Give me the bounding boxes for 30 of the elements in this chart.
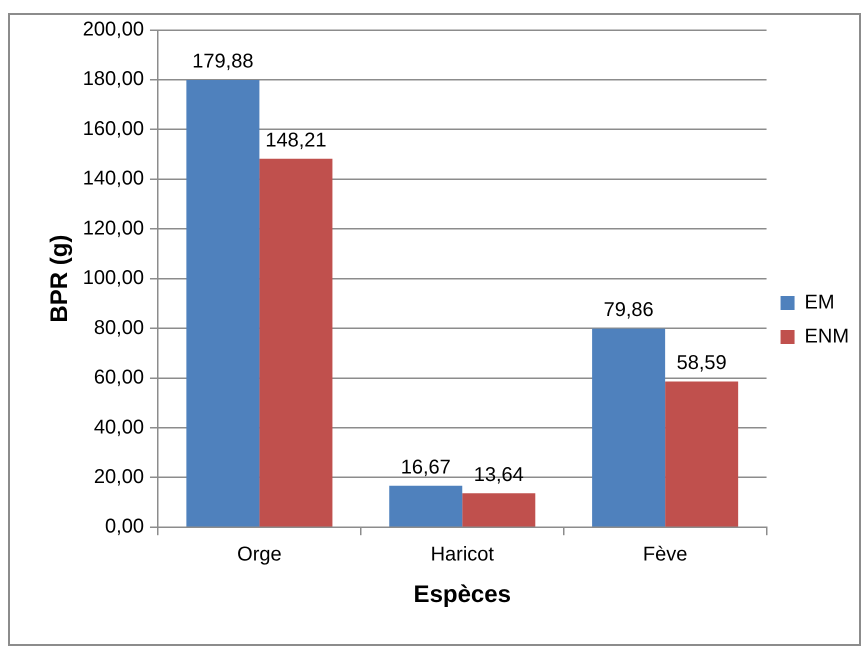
y-tick-label: 160,00 <box>82 118 144 140</box>
y-tick-label: 40,00 <box>94 416 144 438</box>
y-axis-title: BPR (g) <box>46 234 74 323</box>
x-tick-label: Haricot <box>430 544 494 566</box>
bar <box>389 486 462 526</box>
bar <box>462 493 536 526</box>
data-label: 13,64 <box>474 464 524 486</box>
y-tick-label: 60,00 <box>94 366 144 389</box>
data-label: 179,88 <box>192 50 254 73</box>
data-label: 58,59 <box>676 352 727 374</box>
data-label: 79,86 <box>604 299 654 322</box>
y-tick-label: 200,00 <box>82 18 144 41</box>
y-tick-label: 0,00 <box>105 516 144 538</box>
y-tick-label: 100,00 <box>82 267 144 290</box>
legend-label: EM <box>804 292 835 314</box>
legend-label: ENM <box>804 326 850 348</box>
x-axis-title: Espèces <box>414 581 511 608</box>
data-label: 16,67 <box>400 456 451 478</box>
y-tick-label: 20,00 <box>94 466 144 488</box>
data-label: 148,21 <box>265 129 327 152</box>
y-tick-label: 180,00 <box>82 68 144 90</box>
bar <box>259 158 332 526</box>
x-tick-label: Orge <box>237 544 282 566</box>
x-tick-label: Fève <box>642 544 688 566</box>
bar <box>665 382 738 526</box>
bar <box>186 80 260 526</box>
y-tick-label: 120,00 <box>82 217 144 240</box>
y-tick-label: 80,00 <box>94 316 144 339</box>
bar <box>592 328 666 526</box>
y-tick-label: 140,00 <box>82 168 144 190</box>
